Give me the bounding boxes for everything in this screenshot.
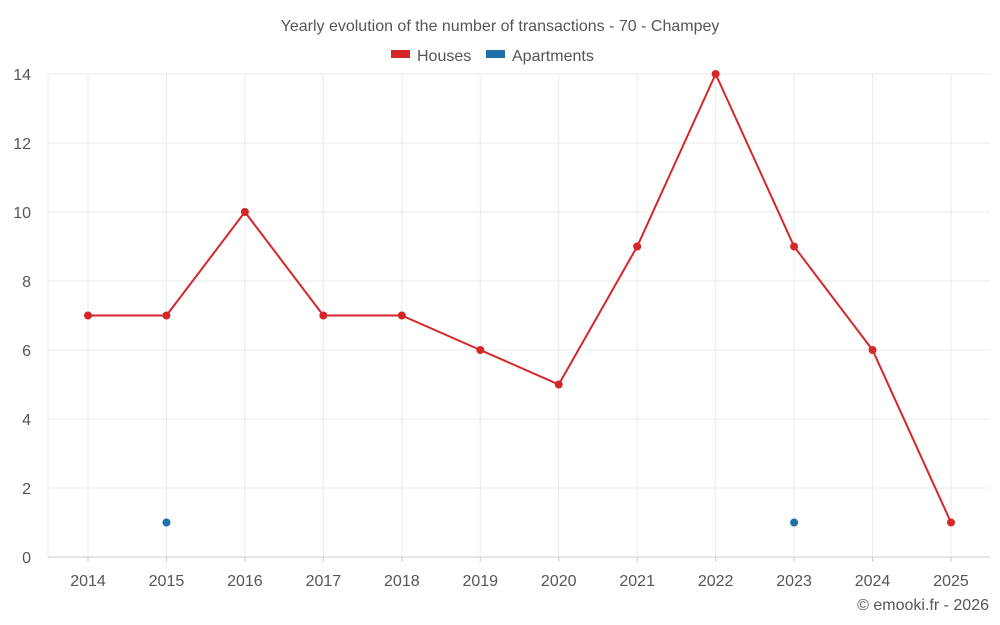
houses-point-2023[interactable] — [790, 242, 799, 251]
x-tick-label: 2024 — [855, 573, 891, 590]
grid — [47, 73, 990, 558]
legend-apartments-swatch — [486, 50, 505, 58]
x-tick-label: 2019 — [462, 573, 498, 590]
houses-point-2022[interactable] — [711, 70, 720, 78]
houses-point-2015[interactable] — [162, 311, 171, 320]
apartments-point-2023[interactable] — [790, 518, 799, 527]
x-tick-label: 2023 — [776, 573, 812, 590]
legend-houses-swatch — [391, 50, 410, 58]
houses-point-2021[interactable] — [633, 242, 642, 251]
legend-houses-label[interactable]: Houses — [417, 48, 471, 65]
houses-point-2019[interactable] — [476, 346, 485, 354]
y-tick-label: 6 — [22, 343, 31, 360]
x-tick-label: 2020 — [541, 573, 577, 590]
apartments-point-2015[interactable] — [162, 518, 171, 527]
houses-point-2017[interactable] — [319, 311, 328, 320]
x-tick-label: 2025 — [933, 573, 969, 590]
x-tick-label: 2017 — [306, 573, 342, 590]
series-lines — [88, 73, 952, 523]
y-tick-label: 12 — [13, 136, 31, 153]
x-tick-label: 2015 — [149, 573, 185, 590]
x-axis-ticks: 2014 2015 2016 2017 2018 2019 2020 2021 2022 2023… — [70, 557, 969, 590]
houses-point-2018[interactable] — [397, 311, 406, 320]
series-points — [84, 70, 955, 527]
houses-point-2014[interactable] — [84, 311, 92, 320]
y-tick-label: 4 — [22, 412, 31, 429]
x-tick-label: 2014 — [70, 573, 106, 590]
houses-point-2020[interactable] — [554, 380, 563, 389]
houses-series-line — [88, 73, 952, 523]
houses-point-2016[interactable] — [240, 208, 249, 216]
credit-text: © emooki.fr - 2026 — [857, 597, 989, 614]
houses-point-2025[interactable] — [947, 518, 955, 527]
y-tick-label: 2 — [22, 481, 31, 498]
x-tick-label: 2016 — [227, 573, 263, 590]
y-axis-ticks: 0 2 4 6 8 10 12 14 — [13, 67, 31, 567]
houses-point-2024[interactable] — [868, 346, 877, 354]
chart-title: Yearly evolution of the number of transa… — [281, 18, 720, 35]
y-tick-label: 14 — [13, 67, 31, 84]
y-tick-label: 0 — [22, 550, 31, 567]
y-tick-label: 10 — [13, 205, 31, 222]
legend-apartments-label[interactable]: Apartments — [512, 48, 594, 65]
x-tick-label: 2018 — [384, 573, 420, 590]
legend: Houses Apartments — [391, 48, 594, 65]
x-tick-label: 2021 — [619, 573, 655, 590]
y-tick-label: 8 — [22, 274, 31, 291]
x-tick-label: 2022 — [698, 573, 734, 590]
